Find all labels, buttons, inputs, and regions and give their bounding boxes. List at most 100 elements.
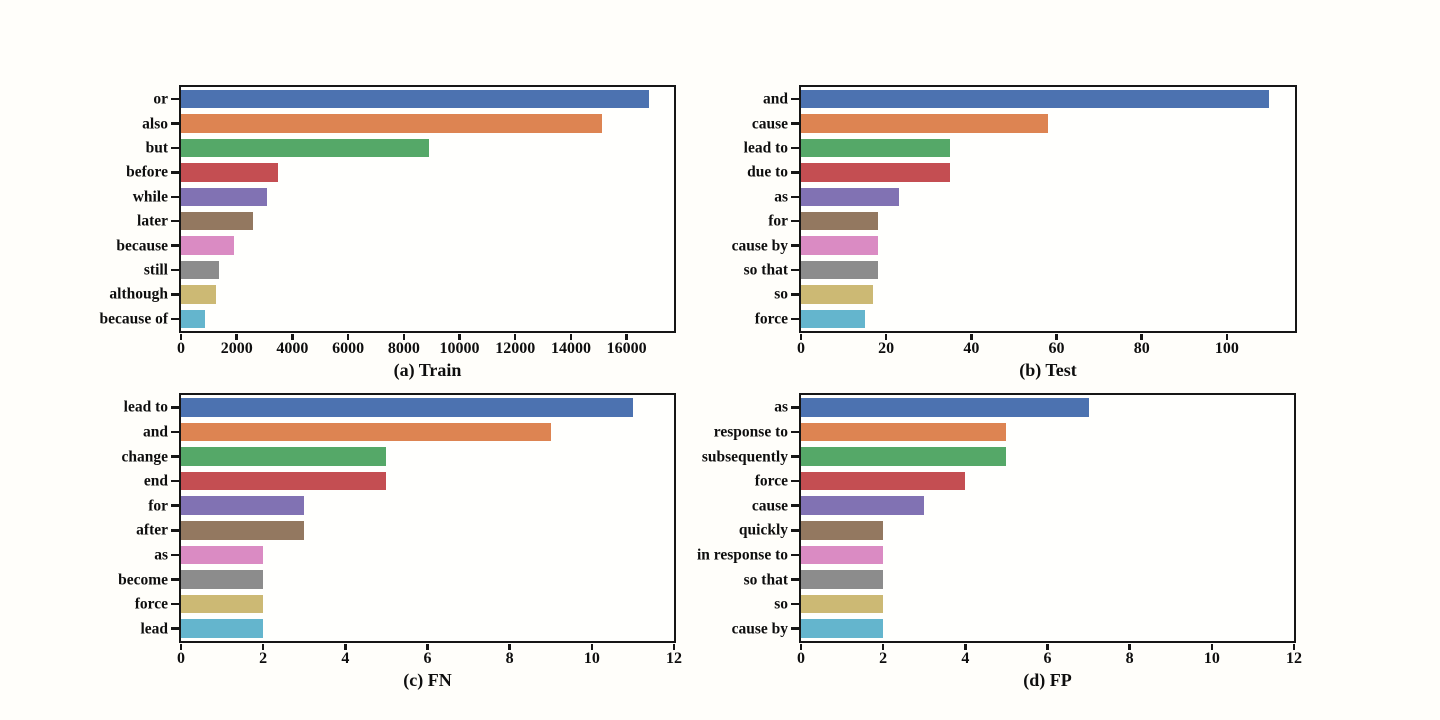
y-axis-label-and: and bbox=[143, 423, 168, 441]
y-axis-label-and: and bbox=[763, 90, 788, 108]
x-tick-12000 bbox=[513, 333, 517, 340]
bar-so bbox=[801, 594, 884, 614]
y-axis-label-lead-to: lead to bbox=[123, 398, 168, 416]
x-tick-10000 bbox=[458, 333, 461, 340]
bar-before bbox=[181, 163, 279, 182]
y-tick-also bbox=[171, 122, 179, 125]
bar-change bbox=[181, 447, 387, 466]
y-tick-quickly bbox=[791, 529, 799, 532]
y-tick-in-response-to bbox=[791, 553, 799, 557]
x-tick-0 bbox=[799, 333, 803, 340]
y-tick-for bbox=[791, 219, 799, 223]
y-tick-force bbox=[791, 479, 799, 483]
x-tick-label-8000: 8000 bbox=[387, 340, 420, 357]
y-axis-label-as: as bbox=[774, 188, 788, 206]
y-tick-so-that bbox=[791, 578, 799, 581]
bar-but bbox=[181, 138, 429, 158]
x-tick-label-2: 2 bbox=[259, 650, 268, 667]
y-axis-label-because-of: because of bbox=[99, 310, 168, 328]
y-tick-for bbox=[171, 504, 179, 507]
y-axis-label-cause: cause bbox=[751, 496, 788, 514]
y-axis-label-lead: lead bbox=[140, 619, 168, 637]
bar-while bbox=[181, 187, 268, 206]
x-tick-label-12: 12 bbox=[666, 650, 682, 667]
bar-cause bbox=[801, 496, 925, 515]
y-tick-because bbox=[171, 244, 179, 247]
x-tick-6 bbox=[426, 643, 429, 650]
bar-as bbox=[801, 398, 1089, 417]
x-tick-label-0: 0 bbox=[177, 650, 185, 667]
y-tick-change bbox=[171, 455, 179, 458]
y-axis-label-also: also bbox=[142, 114, 168, 132]
x-tick-4000 bbox=[291, 333, 294, 340]
y-tick-cause-by bbox=[791, 627, 799, 630]
x-tick-2 bbox=[261, 643, 265, 650]
bar-force bbox=[801, 471, 966, 491]
x-tick-20 bbox=[884, 333, 888, 340]
x-tick-label-6000: 6000 bbox=[332, 340, 365, 357]
y-tick-cause bbox=[791, 504, 799, 507]
y-axis-label-but: but bbox=[145, 139, 168, 157]
bar-after bbox=[181, 521, 305, 540]
y-axis-label-later: later bbox=[137, 212, 168, 230]
y-tick-before bbox=[171, 171, 179, 174]
y-tick-but bbox=[171, 146, 179, 150]
bar-because-of bbox=[181, 309, 205, 328]
x-tick-0 bbox=[179, 333, 183, 340]
y-axis-label-subsequently: subsequently bbox=[701, 447, 788, 465]
y-axis-label-cause-by: cause by bbox=[731, 236, 788, 254]
y-tick-or bbox=[171, 97, 179, 101]
x-tick-100 bbox=[1225, 333, 1229, 340]
bar-lead-to bbox=[181, 398, 633, 417]
bar-subsequently bbox=[801, 447, 1007, 466]
x-tick-10 bbox=[590, 643, 594, 650]
x-tick-label-2000: 2000 bbox=[220, 340, 253, 357]
bar-for bbox=[181, 496, 305, 515]
bar-response-to bbox=[801, 422, 1007, 442]
bar-due-to bbox=[801, 163, 951, 182]
x-tick-label-40: 40 bbox=[963, 340, 980, 357]
y-axis-label-end: end bbox=[143, 472, 168, 490]
y-tick-as bbox=[171, 553, 179, 557]
x-tick-2000 bbox=[235, 333, 238, 340]
x-tick-6 bbox=[1046, 643, 1049, 650]
bar-later bbox=[181, 212, 254, 231]
y-tick-because-of bbox=[171, 317, 179, 321]
x-tick-4 bbox=[344, 643, 347, 650]
x-tick-label-80: 80 bbox=[1133, 340, 1150, 357]
y-axis-label-quickly: quickly bbox=[738, 521, 788, 539]
x-tick-8 bbox=[1128, 643, 1131, 650]
bar-as bbox=[181, 545, 264, 565]
chart-caption-fp: (d) FP bbox=[1023, 670, 1072, 690]
x-tick-16000 bbox=[625, 333, 628, 340]
y-axis-label-so-that: so that bbox=[743, 570, 788, 588]
y-axis-label-so: so bbox=[774, 285, 788, 303]
x-tick-4 bbox=[964, 643, 967, 650]
bar-or bbox=[181, 90, 649, 109]
x-tick-label-6: 6 bbox=[423, 650, 432, 667]
bar-although bbox=[181, 285, 216, 304]
y-axis-label-become: become bbox=[118, 570, 168, 588]
x-tick-label-8: 8 bbox=[505, 650, 514, 667]
y-axis-label-while: while bbox=[132, 188, 168, 206]
x-tick-8 bbox=[508, 643, 511, 650]
bar-lead-to bbox=[801, 138, 951, 158]
x-tick-label-16000: 16000 bbox=[606, 340, 647, 357]
x-tick-label-2: 2 bbox=[879, 650, 888, 667]
chart-caption-train: (a) Train bbox=[393, 360, 462, 380]
plot-area-test: and cause lead to due to as for cause by so tha… bbox=[732, 85, 1297, 357]
bar-force bbox=[181, 594, 264, 614]
y-tick-although bbox=[171, 293, 179, 296]
y-axis-label-cause-by: cause by bbox=[731, 619, 788, 637]
y-tick-still bbox=[171, 268, 179, 272]
y-axis-label-or: or bbox=[153, 90, 168, 108]
y-tick-lead-to bbox=[171, 406, 179, 409]
x-tick-label-10000: 10000 bbox=[439, 340, 480, 357]
y-axis-label-force: force bbox=[754, 310, 788, 328]
bar-and bbox=[801, 90, 1270, 109]
bar-quickly bbox=[801, 521, 884, 540]
x-tick-10 bbox=[1210, 643, 1214, 650]
bar-cause-by bbox=[801, 236, 878, 255]
y-axis-label-for: for bbox=[148, 496, 168, 514]
y-tick-force bbox=[791, 317, 799, 321]
